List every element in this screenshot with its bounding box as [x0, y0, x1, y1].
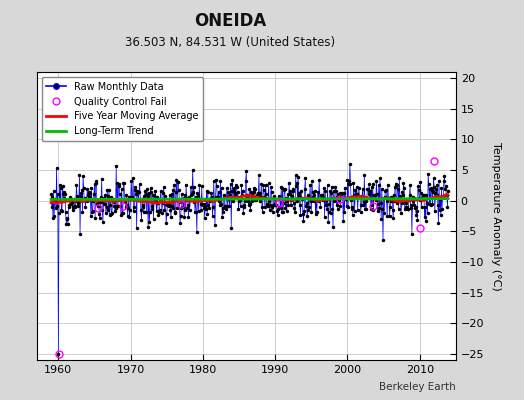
Y-axis label: Temperature Anomaly (°C): Temperature Anomaly (°C) [491, 142, 501, 290]
Legend: Raw Monthly Data, Quality Control Fail, Five Year Moving Average, Long-Term Tren: Raw Monthly Data, Quality Control Fail, … [41, 77, 203, 141]
Text: 36.503 N, 84.531 W (United States): 36.503 N, 84.531 W (United States) [125, 36, 336, 49]
Text: Berkeley Earth: Berkeley Earth [379, 382, 456, 392]
Text: ONEIDA: ONEIDA [194, 12, 267, 30]
